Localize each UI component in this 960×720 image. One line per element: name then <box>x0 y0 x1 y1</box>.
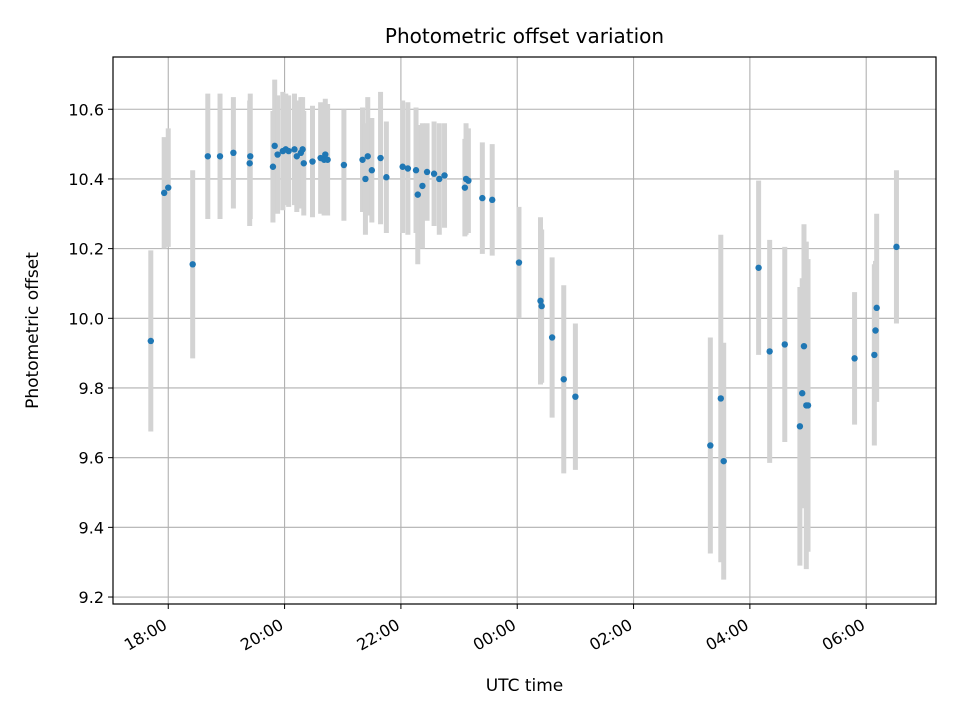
data-point <box>537 297 544 305</box>
y-tick-label: 9.8 <box>79 379 104 398</box>
data-point <box>324 156 331 163</box>
data-point <box>419 182 426 190</box>
data-point <box>189 261 196 268</box>
x-axis-title: UTC time <box>486 676 564 696</box>
data-point <box>291 146 298 153</box>
data-point <box>804 402 812 409</box>
data-point <box>230 149 237 157</box>
y-tick-label: 9.2 <box>79 588 104 607</box>
y-tick-label: 9.6 <box>79 449 104 468</box>
data-point <box>309 158 316 165</box>
x-tick-label: 06:00 <box>819 615 868 655</box>
data-point <box>707 442 714 449</box>
data-point <box>247 153 254 160</box>
x-tick-label: 02:00 <box>586 615 635 655</box>
x-tick-label: 00:00 <box>470 615 519 655</box>
x-tick-label: 04:00 <box>702 615 751 655</box>
data-point <box>412 167 420 174</box>
data-point <box>430 170 438 177</box>
x-tick-label: 20:00 <box>237 615 286 655</box>
data-point <box>781 341 788 348</box>
data-point <box>873 304 880 312</box>
y-tick-label: 10.4 <box>68 170 104 189</box>
data-point <box>560 376 567 383</box>
data-point <box>285 147 292 155</box>
data-point <box>872 327 879 334</box>
data-point <box>720 457 727 465</box>
data-point <box>300 160 307 167</box>
data-point <box>399 163 406 170</box>
data-point <box>377 154 384 162</box>
data-point <box>269 163 277 170</box>
data-point <box>414 191 421 198</box>
x-axis: 18:00 20:00 22:00 00:00 02:00 04:00 06:00 <box>121 604 868 655</box>
data-point <box>800 342 808 350</box>
data-point <box>204 153 212 160</box>
data-point <box>216 153 224 160</box>
data-point <box>796 423 804 430</box>
chart-title: Photometric offset variation <box>385 24 664 48</box>
data-point <box>799 390 806 397</box>
data-point <box>893 243 900 251</box>
data-point <box>489 196 496 204</box>
x-tick-label: 18:00 <box>121 615 170 655</box>
plot-background <box>113 57 936 604</box>
data-point <box>368 167 376 174</box>
data-point <box>274 151 281 158</box>
data-point <box>423 168 431 176</box>
data-point <box>165 184 172 191</box>
data-point <box>548 334 556 341</box>
x-tick-label: 22:00 <box>353 615 402 655</box>
data-point <box>851 355 858 362</box>
y-tick-label: 10.6 <box>68 100 104 119</box>
data-point <box>246 160 253 167</box>
data-point <box>479 194 486 202</box>
data-point <box>271 142 278 150</box>
data-point <box>717 395 724 402</box>
plot-frame <box>112 56 937 605</box>
data-point <box>461 184 469 191</box>
data-point <box>538 302 545 310</box>
data-point <box>147 337 155 345</box>
data-point <box>404 165 412 172</box>
data-point <box>465 177 472 184</box>
data-points <box>147 142 900 465</box>
data-point <box>322 151 329 158</box>
data-point <box>766 348 773 355</box>
grid <box>113 57 936 604</box>
data-point <box>755 264 762 271</box>
y-tick-label: 10.0 <box>68 309 104 328</box>
data-point <box>515 259 523 266</box>
y-tick-label: 10.2 <box>68 240 104 259</box>
data-point <box>441 172 448 179</box>
y-tick-label: 9.4 <box>79 518 104 537</box>
data-point <box>299 146 306 153</box>
data-point <box>572 393 579 400</box>
data-point <box>362 175 369 183</box>
data-point <box>359 156 366 163</box>
data-point <box>436 175 443 183</box>
y-axis: 9.2 9.4 9.6 9.8 10.0 10.2 10.4 10.6 <box>68 100 113 607</box>
data-point <box>871 351 878 359</box>
data-point <box>364 153 371 160</box>
y-axis-title: Photometric offset <box>23 252 43 409</box>
data-point <box>383 174 390 181</box>
data-point <box>340 161 348 169</box>
data-point <box>160 189 168 197</box>
